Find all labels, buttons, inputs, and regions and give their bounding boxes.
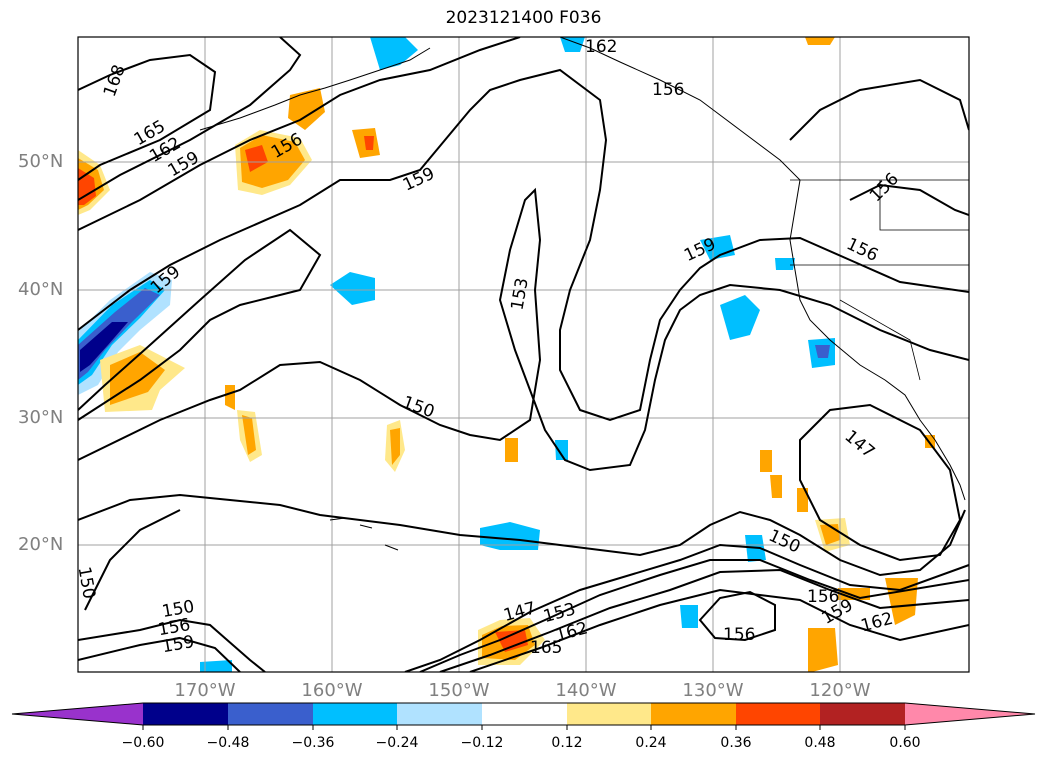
colorbar-extend-low — [12, 703, 143, 725]
colorbar-segment — [228, 703, 313, 725]
coastlines — [199, 37, 969, 551]
contour-label: 165 — [530, 638, 562, 658]
graticule — [78, 37, 969, 672]
colorbar-segment — [567, 703, 651, 725]
colorbar-tick-label: 0.24 — [635, 735, 667, 751]
colorbar-tick-label: −0.36 — [291, 735, 335, 751]
colorbar-tick-label: 0.60 — [889, 735, 921, 751]
map-frame — [77, 36, 970, 673]
lon-label-150w: 150°W — [428, 680, 490, 701]
colorbar-tick-label: −0.48 — [206, 735, 250, 751]
colorbar-tick-label: 0.36 — [720, 735, 752, 751]
contour-label: 162 — [585, 37, 617, 57]
colorbar-extend-high — [905, 703, 1035, 725]
colorbar-segment — [651, 703, 736, 725]
colorbar-segment — [397, 703, 482, 725]
lon-label-140w: 140°W — [555, 680, 617, 701]
negative-blob-central — [330, 272, 375, 305]
lat-label-20n: 20°N — [18, 534, 64, 555]
colorbar-tick-label: 0.12 — [551, 735, 583, 751]
lon-label-170w: 170°W — [174, 680, 236, 701]
map-title: 2023121400 F036 — [445, 8, 602, 28]
colorbar-tick-label: 0.48 — [804, 735, 836, 751]
contour-label: 156 — [652, 80, 684, 100]
map-background — [78, 37, 969, 672]
lat-label-40n: 40°N — [18, 279, 64, 300]
lat-label-30n: 30°N — [18, 407, 64, 428]
contour-label: 156 — [723, 625, 755, 645]
colorbar-segment — [482, 703, 567, 725]
colorbar-segment — [313, 703, 397, 725]
lat-label-50n: 50°N — [18, 151, 64, 172]
colorbar — [11, 702, 1036, 730]
lon-label-130w: 130°W — [682, 680, 744, 701]
colorbar-segment — [143, 703, 228, 725]
contour-label: 150 — [74, 565, 99, 600]
colorbar-tick-label: −0.12 — [460, 735, 504, 751]
colorbar-tick-label: −0.24 — [375, 735, 419, 751]
lon-label-160w: 160°W — [301, 680, 363, 701]
colorbar-tick-label: −0.60 — [121, 735, 165, 751]
colorbar-segment — [736, 703, 820, 725]
contour-label: 156 — [807, 587, 839, 607]
height-contours — [78, 37, 969, 672]
colorbar-segment — [820, 703, 905, 725]
lon-label-120w: 120°W — [809, 680, 871, 701]
